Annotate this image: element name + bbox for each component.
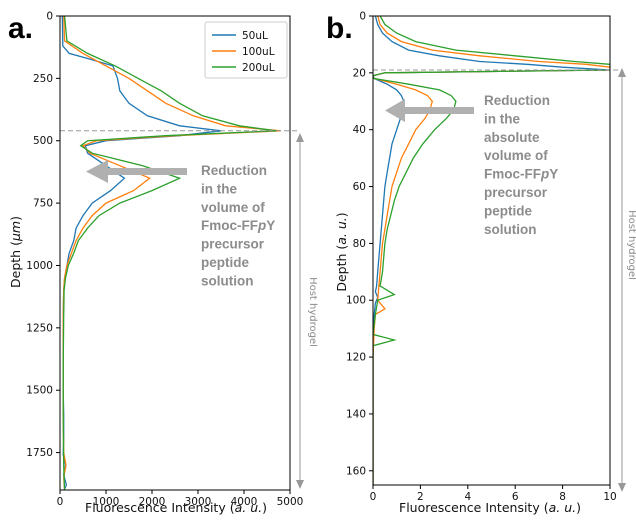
panel-a-series-line-200uL <box>62 16 277 490</box>
panel-b-xtick-label: 10 <box>603 491 616 503</box>
panel-a-xtick-label: 0 <box>57 496 64 508</box>
panel-a-axes-frame <box>59 15 291 491</box>
panel-a-ytick-label: 500 <box>33 135 53 147</box>
legend-label-50uL: 50uL <box>242 30 268 42</box>
panel-b-xtick-label: 0 <box>370 491 377 503</box>
panel-b-ytick-label: 20 <box>353 67 366 79</box>
panel-a-ytick-label: 1750 <box>26 447 53 459</box>
panel-a-xtick-label: 5000 <box>277 496 304 508</box>
panel-a-annotation-arrow <box>86 160 187 183</box>
panel-a-xlabel: Fluorescence Intensity (a. u.) <box>85 500 267 515</box>
panel-b-ytick-label: 60 <box>353 181 366 193</box>
panel-a-xtick-label: 2000 <box>139 496 166 508</box>
panel-b-series-group <box>373 16 610 485</box>
legend-label-100uL: 100uL <box>242 46 275 58</box>
panel-a-host-arrow <box>296 133 304 489</box>
panel-b-annotation-line: in the <box>484 111 520 126</box>
panel-b-ytick-label: 160 <box>346 465 366 477</box>
panel-a-annotation-line: Reduction <box>201 163 267 178</box>
panel-b-xlabel: Fluorescence Intensity (a. u.) <box>399 500 581 515</box>
panel-b-xtick-label: 2 <box>417 491 424 503</box>
panel-a-series-line-100uL <box>62 16 281 490</box>
legend-box <box>204 21 288 79</box>
panel-a-ytick-label: 1250 <box>26 322 53 334</box>
panel-b-annotation-line: volume of <box>484 148 548 163</box>
panel-a-ytick-label: 250 <box>33 73 53 85</box>
panel-a-annotation-line: in the <box>201 181 237 196</box>
panel-a-xtick-label: 1000 <box>93 496 120 508</box>
panel-b-annotation-line: Fmoc-FFpY <box>484 167 558 182</box>
panel-a-ylabel: Depth (μm) <box>8 216 23 288</box>
legend-label-200uL: 200uL <box>242 62 275 74</box>
panel-b-series-line-100uL <box>373 16 610 485</box>
panel-a-ytick-label: 750 <box>33 198 53 210</box>
panel-a-ytick-label: 1000 <box>26 260 53 272</box>
panel-a-ytick-label: 1500 <box>26 385 53 397</box>
panel-b-ytick-label: 120 <box>346 352 366 364</box>
panel-b-ylabel: Depth (a. u.) <box>334 212 349 291</box>
panel-b-axes-frame <box>372 15 611 486</box>
panel-a-plot: 0 1000 2000 3000 4000 5000 0 250 500 750 1000 1250 1… <box>26 11 303 509</box>
panel-b-annotation-line: absolute <box>484 130 540 145</box>
panel-b-series-line-50uL <box>373 16 610 485</box>
panel-a-ytick-label: 0 <box>46 11 53 23</box>
panel-a-annotation-line: peptide <box>201 255 249 270</box>
panel-b-annotation-line: Reduction <box>484 93 550 108</box>
panel-b-xtick-label: 4 <box>464 491 471 503</box>
panel-b-xtick-label: 6 <box>512 491 519 503</box>
panel-b-annotation: Reduction in the absolute volume of Fmoc-FFp… <box>484 93 558 237</box>
panel-a-series-group <box>61 16 281 490</box>
panel-a-annotation-line: volume of <box>201 200 265 215</box>
panel-a-xtick-label: 3000 <box>185 496 212 508</box>
panel-b-annotation-arrow <box>385 99 474 122</box>
panel-b-host-arrow <box>618 68 626 492</box>
panel-b-ytick-label: 100 <box>346 295 366 307</box>
panel-a-xtick-label: 4000 <box>231 496 258 508</box>
panel-a-annotation-line: Fmoc-FFpY <box>201 218 275 233</box>
panel-b-xtick-label: 8 <box>559 491 566 503</box>
panel-a-letter: a. <box>8 12 33 45</box>
panel-b-ytick-label: 40 <box>353 124 366 136</box>
panel-b-ytick-label: 0 <box>359 11 366 23</box>
legend: 50uL 100uL 200uL <box>204 21 288 79</box>
panel-b-annotation-line: solution <box>484 222 537 237</box>
panel-b-annotation-line: precursor <box>484 185 548 200</box>
panel-b-host-label: Host hydrogel <box>626 210 636 280</box>
panel-b-annotation-line: peptide <box>484 203 532 218</box>
panel-b-ytick-label: 140 <box>346 408 366 420</box>
panel-a-annotation-line: precursor <box>201 237 265 252</box>
panel-a-host-label: Host hydrogel <box>307 277 318 347</box>
panel-b-ytick-label: 80 <box>353 238 366 250</box>
panel-a-annotation: Reduction in the volume of Fmoc-FFpY precurs… <box>201 163 275 288</box>
panel-b-series-line-200uL <box>373 16 610 485</box>
panel-a-annotation-line: solution <box>201 273 254 288</box>
panel-b-letter: b. <box>326 12 353 45</box>
